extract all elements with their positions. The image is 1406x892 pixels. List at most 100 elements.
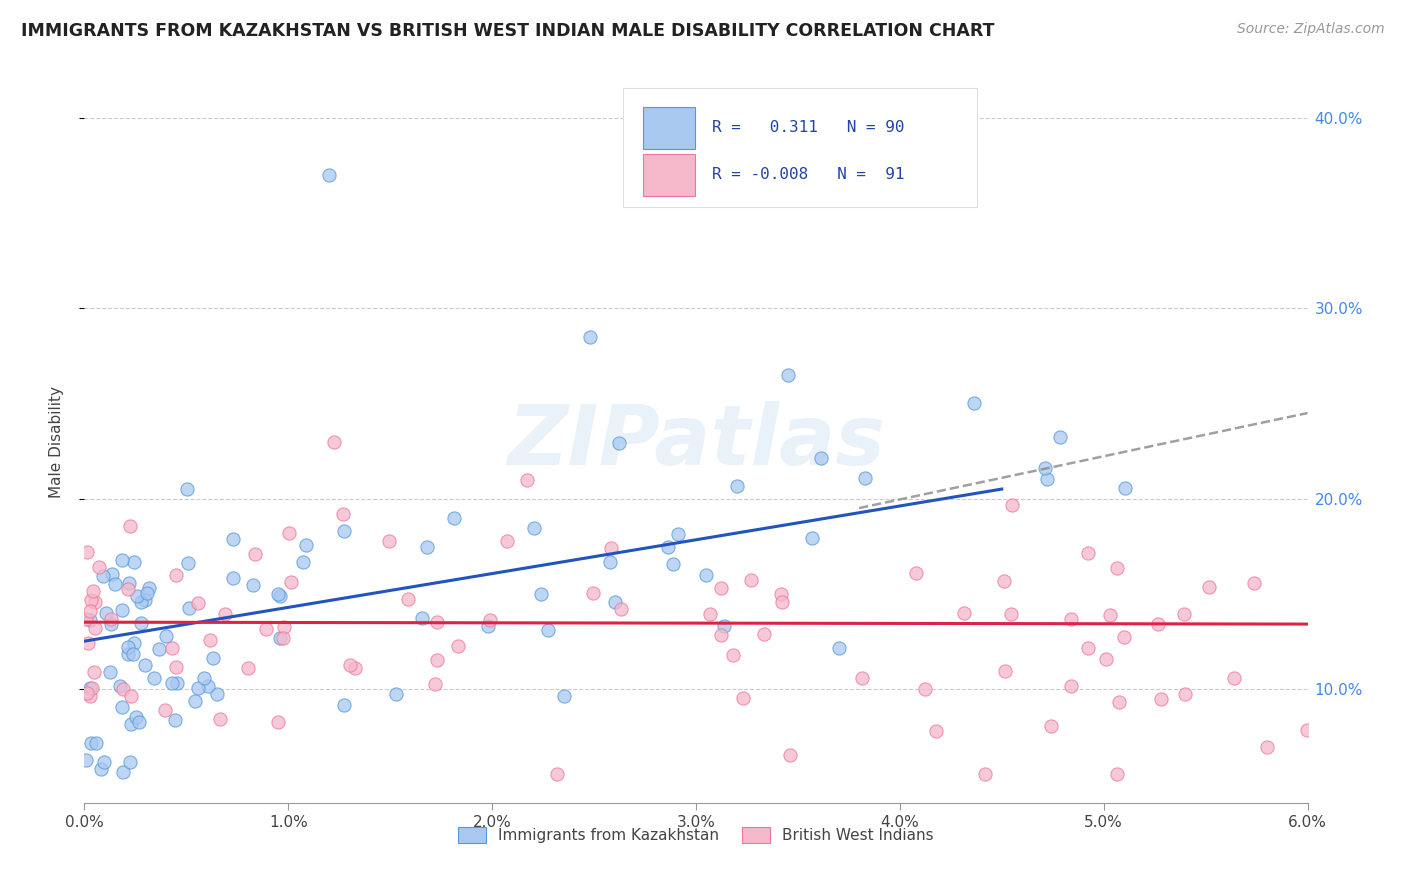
British West Indians [1295, 723, 1317, 737]
Immigrants from Kazakhstan [183, 694, 205, 708]
Immigrants from Kazakhstan [197, 679, 219, 693]
Immigrants from Kazakhstan [79, 614, 101, 628]
British West Indians [1000, 498, 1022, 512]
Immigrants from Kazakhstan [117, 640, 139, 654]
British West Indians [153, 703, 176, 717]
Immigrants from Kazakhstan [120, 716, 142, 731]
Immigrants from Kazakhstan [79, 681, 101, 695]
Immigrants from Kazakhstan [118, 576, 141, 591]
Immigrants from Kazakhstan [269, 589, 291, 603]
Immigrants from Kazakhstan [129, 616, 152, 631]
British West Indians [118, 519, 141, 533]
Immigrants from Kazakhstan [666, 527, 689, 541]
British West Indians [273, 632, 295, 646]
Immigrants from Kazakhstan [122, 647, 145, 661]
British West Indians [117, 582, 139, 596]
Immigrants from Kazakhstan [295, 538, 318, 552]
British West Indians [84, 595, 107, 609]
Immigrants from Kazakhstan [222, 533, 245, 547]
Immigrants from Kazakhstan [657, 540, 679, 554]
Immigrants from Kazakhstan [695, 568, 717, 582]
British West Indians [79, 604, 101, 618]
British West Indians [378, 534, 401, 549]
British West Indians [426, 653, 449, 667]
Immigrants from Kazakhstan [129, 594, 152, 608]
Immigrants from Kazakhstan [111, 553, 134, 567]
Immigrants from Kazakhstan [202, 650, 225, 665]
Immigrants from Kazakhstan [100, 616, 122, 631]
Immigrants from Kazakhstan [607, 435, 630, 450]
Immigrants from Kazakhstan [778, 368, 800, 382]
Immigrants from Kazakhstan [134, 657, 156, 672]
British West Indians [478, 613, 501, 627]
Immigrants from Kazakhstan [599, 555, 621, 569]
British West Indians [1077, 546, 1099, 560]
Immigrants from Kazakhstan [127, 590, 149, 604]
British West Indians [1108, 695, 1130, 709]
Immigrants from Kazakhstan [80, 735, 103, 749]
Immigrants from Kazakhstan [94, 607, 117, 621]
British West Indians [495, 534, 517, 549]
FancyBboxPatch shape [623, 87, 977, 207]
Immigrants from Kazakhstan [269, 631, 291, 645]
Legend: Immigrants from Kazakhstan, British West Indians: Immigrants from Kazakhstan, British West… [453, 822, 939, 849]
British West Indians [200, 633, 222, 648]
Immigrants from Kazakhstan [443, 510, 465, 524]
Immigrants from Kazakhstan [291, 555, 314, 569]
Immigrants from Kazakhstan [222, 571, 245, 585]
British West Indians [254, 622, 277, 636]
Immigrants from Kazakhstan [662, 557, 685, 571]
British West Indians [599, 541, 621, 556]
Immigrants from Kazakhstan [155, 629, 177, 643]
British West Indians [516, 473, 538, 487]
British West Indians [332, 508, 354, 522]
Immigrants from Kazakhstan [187, 681, 209, 695]
Immigrants from Kazakhstan [205, 687, 228, 701]
Immigrants from Kazakhstan [128, 714, 150, 729]
British West Indians [699, 607, 721, 621]
Text: ZIPatlas: ZIPatlas [508, 401, 884, 482]
British West Indians [82, 583, 104, 598]
British West Indians [1256, 739, 1278, 754]
Text: IMMIGRANTS FROM KAZAKHSTAN VS BRITISH WEST INDIAN MALE DISABILITY CORRELATION CH: IMMIGRANTS FROM KAZAKHSTAN VS BRITISH WE… [21, 22, 994, 40]
British West Indians [582, 586, 605, 600]
Immigrants from Kazakhstan [416, 540, 439, 554]
British West Indians [423, 677, 446, 691]
Immigrants from Kazakhstan [166, 676, 188, 690]
Immigrants from Kazakhstan [1049, 430, 1071, 444]
Immigrants from Kazakhstan [318, 169, 340, 183]
Immigrants from Kazakhstan [578, 330, 600, 344]
British West Indians [1105, 561, 1128, 575]
Text: Source: ZipAtlas.com: Source: ZipAtlas.com [1237, 22, 1385, 37]
Immigrants from Kazakhstan [148, 641, 170, 656]
British West Indians [112, 681, 135, 696]
Immigrants from Kazakhstan [332, 524, 354, 538]
British West Indians [243, 547, 266, 561]
Immigrants from Kazakhstan [101, 566, 124, 581]
Y-axis label: Male Disability: Male Disability [49, 385, 63, 498]
British West Indians [1173, 607, 1195, 621]
Immigrants from Kazakhstan [112, 765, 135, 780]
British West Indians [162, 640, 184, 655]
British West Indians [214, 607, 236, 621]
FancyBboxPatch shape [644, 154, 695, 196]
Immigrants from Kazakhstan [163, 713, 186, 727]
British West Indians [165, 660, 187, 674]
Immigrants from Kazakhstan [332, 698, 354, 712]
British West Indians [100, 612, 122, 626]
British West Indians [75, 612, 97, 626]
British West Indians [165, 568, 187, 582]
British West Indians [1077, 640, 1099, 655]
British West Indians [84, 621, 107, 635]
Immigrants from Kazakhstan [122, 636, 145, 650]
Text: R = -0.008   N =  91: R = -0.008 N = 91 [711, 168, 904, 183]
Immigrants from Kazakhstan [1036, 472, 1059, 486]
British West Indians [187, 596, 209, 610]
Immigrants from Kazakhstan [108, 679, 131, 693]
British West Indians [710, 628, 733, 642]
British West Indians [278, 525, 301, 540]
Immigrants from Kazakhstan [125, 710, 148, 724]
Immigrants from Kazakhstan [84, 736, 107, 750]
British West Indians [80, 592, 103, 607]
British West Indians [447, 639, 470, 653]
